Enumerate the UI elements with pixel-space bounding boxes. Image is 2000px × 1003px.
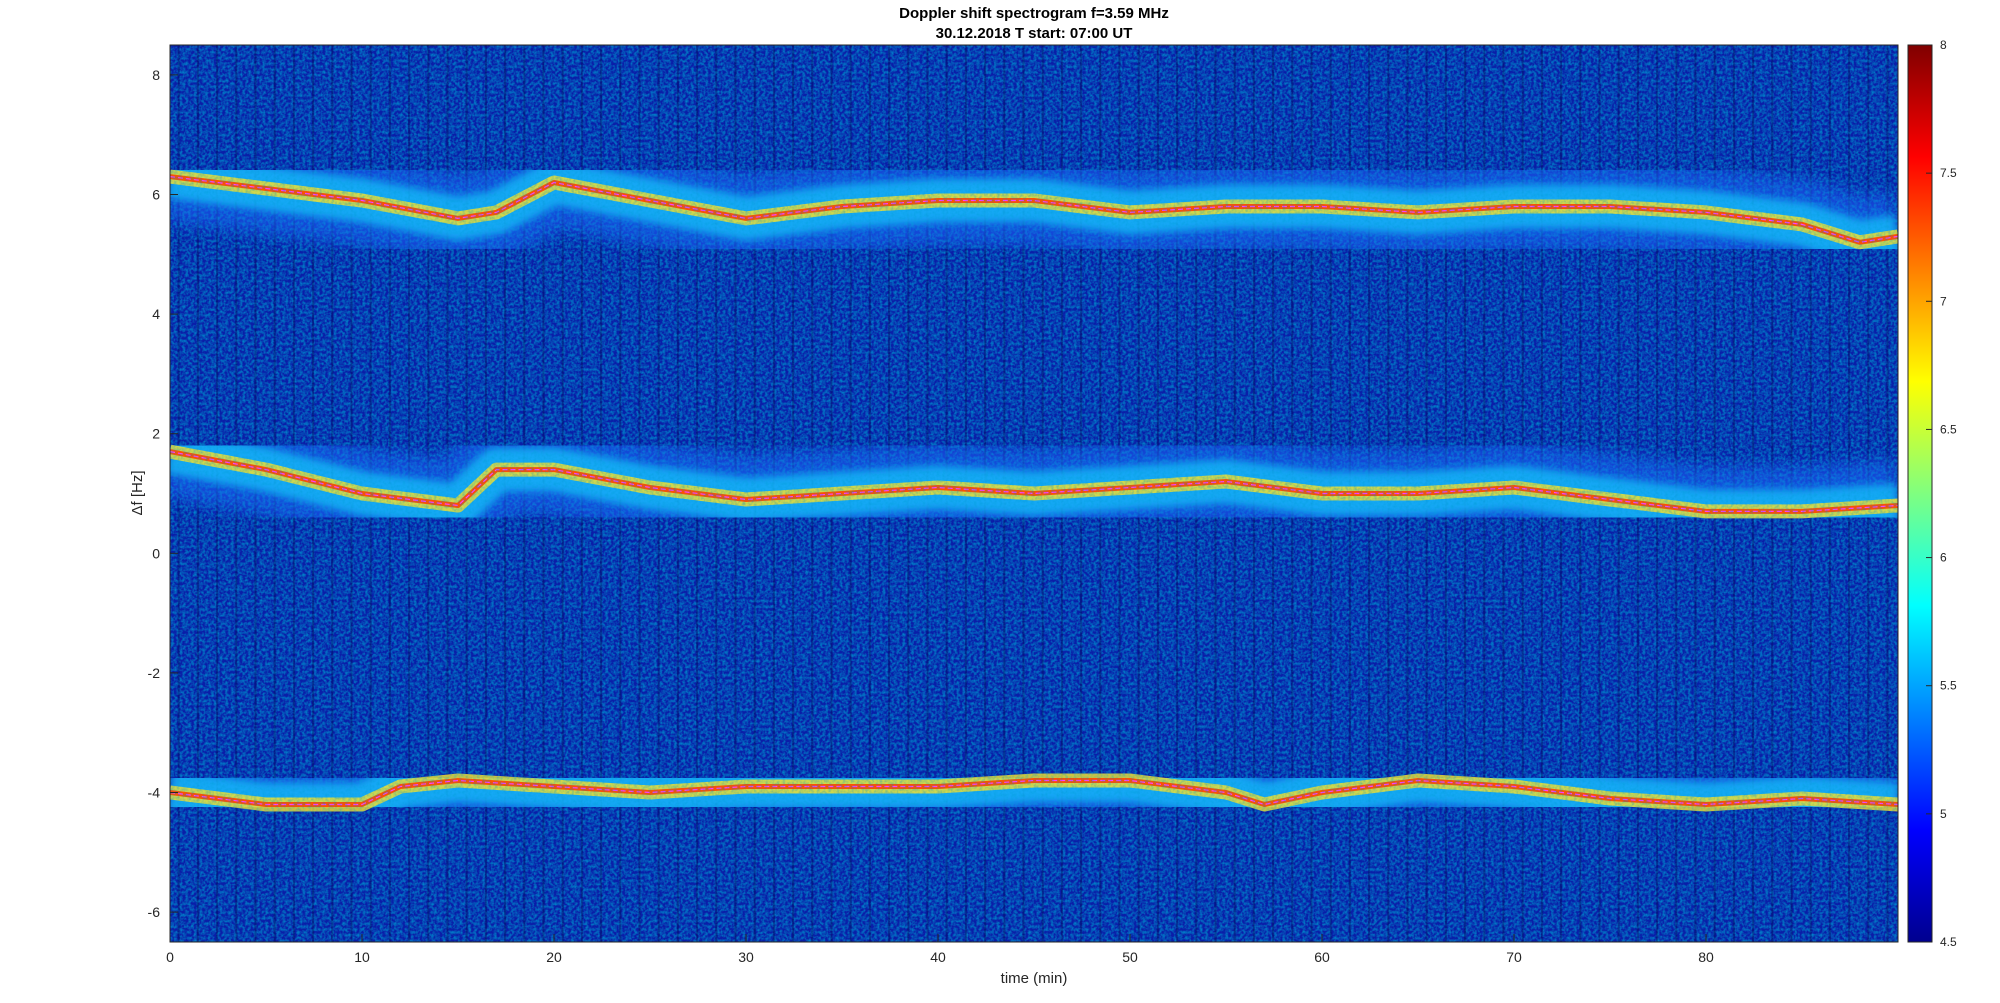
y-axis-label: Δf [Hz] [129, 470, 146, 515]
colorbar [1907, 44, 1933, 943]
y-tick-label: -2 [148, 665, 161, 681]
x-tick-label: 30 [738, 949, 754, 965]
x-tick-label: 10 [354, 949, 370, 965]
y-tick-label: 0 [152, 545, 160, 561]
y-tick-label: 4 [152, 306, 160, 322]
x-tick-label: 50 [1122, 949, 1138, 965]
y-tick-label: 8 [152, 67, 160, 83]
plot-frame [169, 44, 1899, 943]
chart-title: Doppler shift spectrogram f=3.59 MHz [899, 5, 1169, 22]
colorbar-tick-label: 5.5 [1940, 679, 1957, 693]
x-tick-label: 70 [1506, 949, 1522, 965]
y-tick-label: 2 [152, 426, 160, 442]
x-tick-label: 20 [546, 949, 562, 965]
x-tick-label: 80 [1698, 949, 1714, 965]
colorbar-tick-label: 8 [1940, 38, 1947, 52]
noise-overlay [170, 45, 1898, 942]
colorbar-tick-label: 7.5 [1940, 166, 1957, 180]
x-axis-label: time (min) [1001, 970, 1068, 987]
y-axis: -6 -4 -2 0 2 4 6 8 [148, 67, 178, 920]
chart-subtitle: 30.12.2018 T start: 07:00 UT [936, 25, 1133, 42]
x-tick-label: 0 [166, 949, 174, 965]
colorbar-tick-label: 7 [1940, 294, 1947, 308]
doppler-bands [170, 45, 1898, 942]
y-tick-label: -6 [148, 904, 161, 920]
colorbar-tick-label: 6.5 [1940, 422, 1957, 436]
y-tick-label: -4 [148, 785, 161, 801]
plot-area [170, 45, 1898, 942]
colorbar-tick-label: 5 [1940, 807, 1947, 821]
y-tick-label: 6 [152, 187, 160, 203]
colorbar-ticks: 4.5 5 5.5 6 6.5 7 7.5 8 [1926, 38, 1957, 949]
colorbar-tick-label: 6 [1940, 551, 1947, 565]
x-axis: 0 10 20 30 40 50 60 70 80 [166, 934, 1714, 965]
colorbar-tick-label: 4.5 [1940, 935, 1957, 949]
x-tick-label: 60 [1314, 949, 1330, 965]
x-tick-label: 40 [930, 949, 946, 965]
